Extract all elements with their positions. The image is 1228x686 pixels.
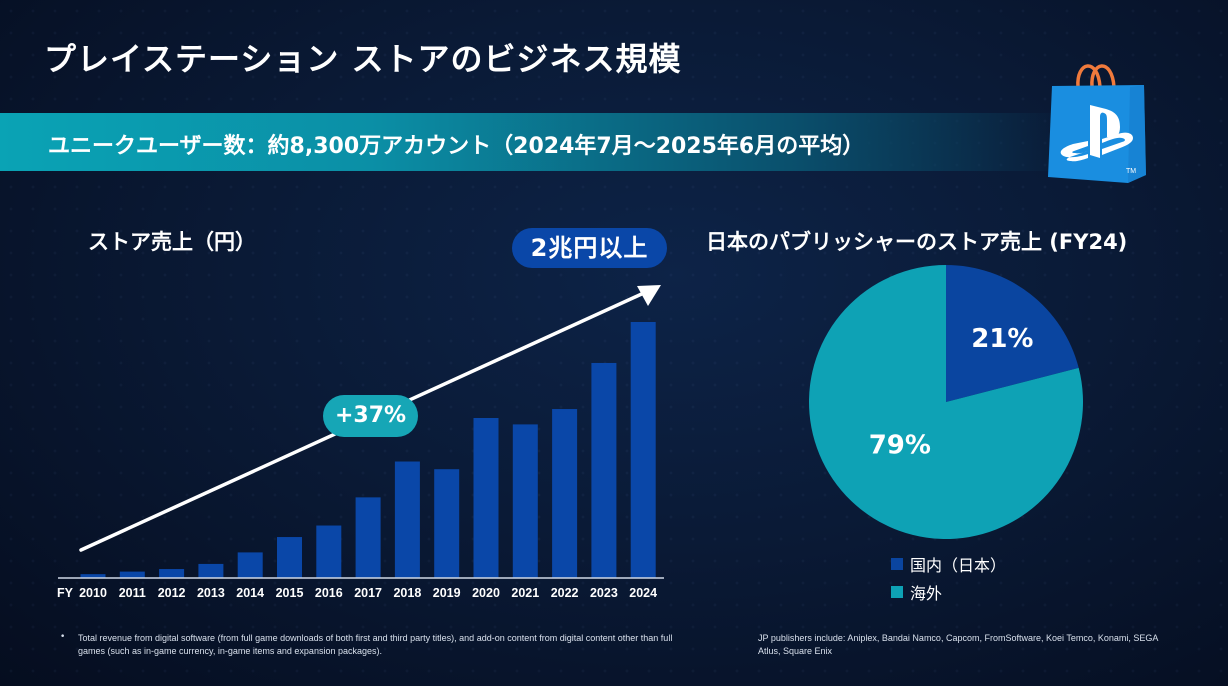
x-tick-label-2023: 2023 (590, 586, 618, 600)
x-tick-label-2018: 2018 (393, 586, 421, 600)
bar-fy2023 (591, 362, 617, 578)
bar-fy2010 (80, 574, 106, 578)
bar-fy2016 (316, 525, 342, 578)
x-axis-labels: 2010 2011 2012 2013 2014 2015 2016 2017 2018 2019… (57, 586, 657, 600)
bar-fy2011 (119, 571, 145, 578)
total-revenue-badge: 2兆円以上 (512, 228, 667, 268)
x-tick-label-2024: 2024 (629, 586, 657, 600)
pie-label-domestic: 21% (971, 324, 1033, 354)
x-tick-label-2021: 2021 (511, 586, 539, 600)
playstation-store-bag-icon: TM (1048, 64, 1146, 183)
x-tick-label-2011: 2011 (119, 586, 146, 600)
x-tick-label-2013: 2013 (197, 586, 225, 600)
bar-fy2021 (512, 424, 538, 578)
bar-fy2014 (237, 552, 263, 578)
page-title: プレイステーション ストアのビジネス規模 (44, 40, 682, 78)
pie-chart: 21% 79% (809, 265, 1084, 539)
footnote-revenue-definition: Total revenue from digital software (fro… (78, 633, 673, 656)
footnote-bullet: • (60, 632, 66, 642)
x-tick-label-2010: 2010 (79, 586, 107, 600)
x-tick-label-2019: 2019 (433, 586, 461, 600)
bar-fy2015 (277, 537, 302, 578)
x-tick-label-2020: 2020 (472, 586, 500, 600)
x-tick-label-2015: 2015 (276, 586, 304, 600)
pie-slice-domestic (946, 265, 1079, 402)
legend-item-overseas: 海外 (891, 580, 942, 604)
legend-swatch-overseas (891, 586, 903, 598)
pie-slice-overseas (809, 265, 1084, 539)
x-tick-label-2012: 2012 (158, 586, 186, 600)
x-axis-prefix: FY (57, 586, 74, 600)
x-tick-label-2016: 2016 (315, 586, 343, 600)
footnote-jp-publishers: JP publishers include: Aniplex, Bandai N… (758, 633, 1158, 656)
bar-fy2024 (630, 322, 656, 578)
legend-label-domestic: 国内（日本） (910, 556, 1007, 575)
x-tick-label-2017: 2017 (354, 586, 382, 600)
bar-series (80, 322, 656, 578)
legend-item-domestic: 国内（日本） (891, 552, 1006, 576)
bar-fy2020 (473, 418, 499, 578)
x-tick-label-2022: 2022 (551, 586, 579, 600)
legend-swatch-domestic (891, 558, 903, 570)
bar-chart-title: ストア売上（円） (88, 230, 256, 254)
playstation-logo-icon (1060, 105, 1133, 162)
pie-label-overseas: 79% (869, 431, 931, 461)
growth-rate-badge: +37% (323, 395, 418, 437)
pie-chart-title: 日本のパブリッシャーのストア売上 (FY24) (706, 230, 1128, 254)
trend-arrow-head (637, 285, 661, 306)
x-tick-label-2014: 2014 (236, 586, 264, 600)
bar-fy2019 (434, 469, 460, 578)
bar-fy2017 (355, 497, 381, 578)
bar-fy2022 (552, 409, 578, 578)
bar-fy2012 (159, 569, 185, 578)
unique-users-banner (0, 113, 1060, 171)
unique-users-text: ユニークユーザー数：約8,300万アカウント（2024年7月～2025年6月の平… (48, 134, 865, 159)
legend-label-overseas: 海外 (910, 584, 943, 603)
bar-fy2018 (394, 461, 420, 578)
trademark-symbol: TM (1126, 168, 1136, 175)
bar-fy2013 (198, 563, 224, 578)
